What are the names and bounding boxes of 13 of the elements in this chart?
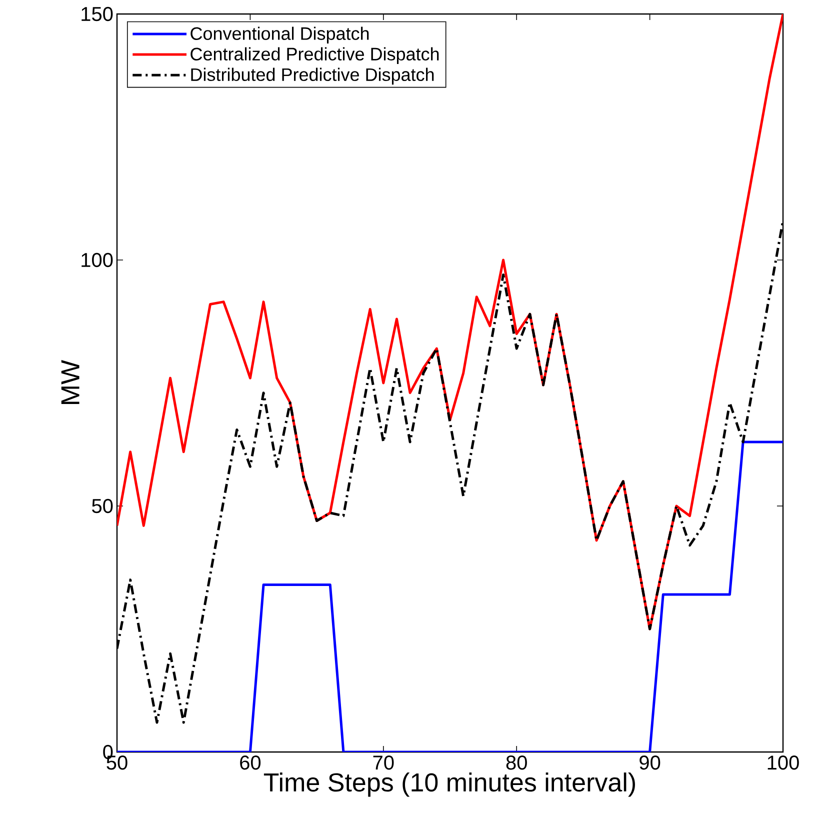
x-tick-label: 80 — [506, 756, 527, 770]
y-axis-title: MW — [61, 360, 80, 404]
legend-label: Centralized Predictive Dispatch — [190, 47, 439, 64]
x-tick-label: 90 — [640, 756, 660, 770]
y-tick-label: 150 — [82, 6, 113, 22]
x-tick-label: 100 — [768, 756, 799, 770]
x-tick-label: 60 — [240, 756, 261, 770]
y-tick-label: 100 — [82, 252, 113, 268]
x-tick-label: 70 — [373, 756, 394, 770]
legend-label: Distributed Predictive Dispatch — [191, 68, 434, 85]
x-axis-title: Time Steps (10 minutes interval) — [264, 772, 635, 797]
y-tick-label: 50 — [92, 498, 113, 514]
legend-label: Conventional Dispatch — [190, 26, 369, 44]
